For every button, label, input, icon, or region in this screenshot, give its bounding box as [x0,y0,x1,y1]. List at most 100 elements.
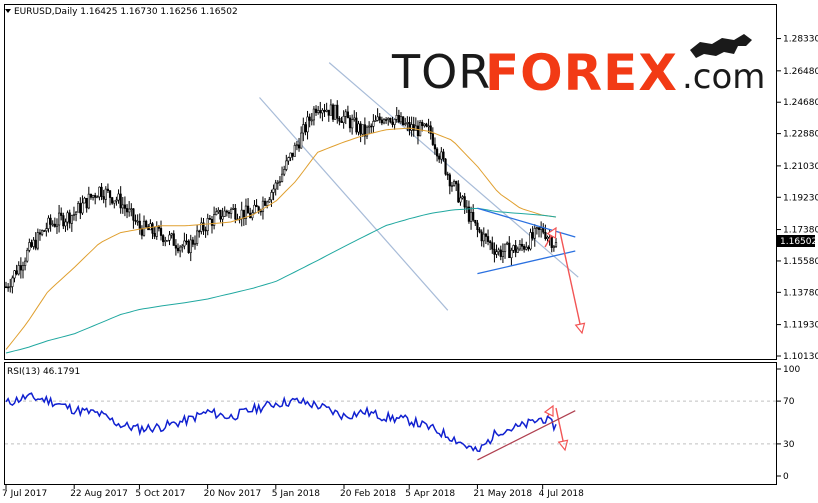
candle-body [433,144,437,150]
candle-body [450,185,454,187]
candle-body [140,228,144,236]
candle-body [408,122,411,131]
rsi-line [5,392,557,453]
candle-body [272,188,275,193]
candle-body [244,205,248,219]
dropdown-triangle-icon[interactable] [5,9,11,13]
candle-body [285,160,288,170]
candle-body [104,188,107,200]
candle-body [24,260,27,266]
candle-body [508,242,511,259]
candle-body [219,209,222,220]
candle-body [317,110,320,113]
rsi-tick-label: 30 [783,440,795,450]
candle-body [215,211,218,215]
candle-body [346,111,349,119]
price-tick-label: 1.22880 [783,130,818,140]
candle-body [472,211,475,221]
candle-body [312,108,316,121]
candle-body [338,118,341,122]
candle-body [278,181,282,183]
candle-body [108,190,112,198]
candle-body [119,193,122,209]
moving-averages [5,127,557,354]
candle-body [53,223,56,227]
candle-body [229,208,233,214]
candle-body [540,227,543,230]
candle-body [191,239,194,245]
time-tick-label: 5 Apr 2018 [405,489,455,499]
candle-body [399,116,403,123]
candle-body [323,109,326,112]
rsi-tick-label: 70 [783,397,795,407]
candle-body [115,199,118,202]
candle-body [438,155,441,160]
time-tick-label: 20 Feb 2018 [340,489,396,499]
candle-body [527,246,530,250]
candle-body [113,200,116,204]
candle-body [444,158,447,175]
candle-body [493,248,496,255]
time-tick-label: 7 Jul 2017 [2,489,47,499]
candle-body [535,227,538,229]
candle-body [297,144,301,149]
candle-body [130,208,133,211]
candle-body [491,242,494,250]
candle-body [170,233,173,236]
logo-text-forex: FOREX [485,44,678,102]
candle-body [232,207,235,210]
candle-body [234,207,237,220]
price-tick-label: 1.15580 [783,257,818,267]
candle-body [482,233,485,242]
time-tick-label: 21 May 2018 [473,489,532,499]
candle-body [550,236,553,248]
candle-body [253,204,256,214]
candle-body [168,234,171,241]
candle-body [474,219,477,224]
candle-body [310,119,313,122]
candle-body [106,188,110,191]
time-tick-label: 5 Oct 2017 [135,489,185,499]
candle-body [306,116,309,133]
candle-body [4,286,8,289]
candle-body [189,239,192,253]
candle-body [469,211,473,222]
candle-body [476,222,479,230]
candle-body [121,204,124,209]
candle-body [102,196,105,200]
candle-body [221,216,224,220]
candle-body [98,186,101,198]
candle-body [64,221,67,227]
candle-body [525,246,528,250]
candle-body [179,246,182,252]
candle-body [418,121,422,137]
candle-body [66,212,69,223]
candle-body [489,241,492,244]
candle-body [510,249,513,259]
time-axis: 7 Jul 2017 22 Aug 2017 5 Oct 2017 20 Nov 20… [2,484,584,499]
candle-body [442,151,445,160]
candle-body [342,116,345,123]
candle-body [145,220,148,228]
candle-body [499,249,502,257]
candle-body [353,117,356,120]
candle-body [159,228,163,236]
candle-body [51,223,54,226]
candle-body [516,248,519,253]
candle-body [376,116,379,121]
rsi-down-arrow-head [557,439,569,452]
price-tick-label: 1.21030 [783,162,818,172]
candle-body [176,247,180,252]
rsi-trend-line [477,410,576,461]
candle-body [351,119,354,129]
candle-body [368,125,371,128]
candle-body [314,108,318,113]
candle-body [385,119,388,121]
candle-body [87,193,90,209]
candle-body [28,242,31,251]
channel-line [259,97,449,311]
candle-body [21,265,25,271]
candle-body [427,125,430,128]
candle-body [200,222,203,232]
candle-body [157,226,160,229]
